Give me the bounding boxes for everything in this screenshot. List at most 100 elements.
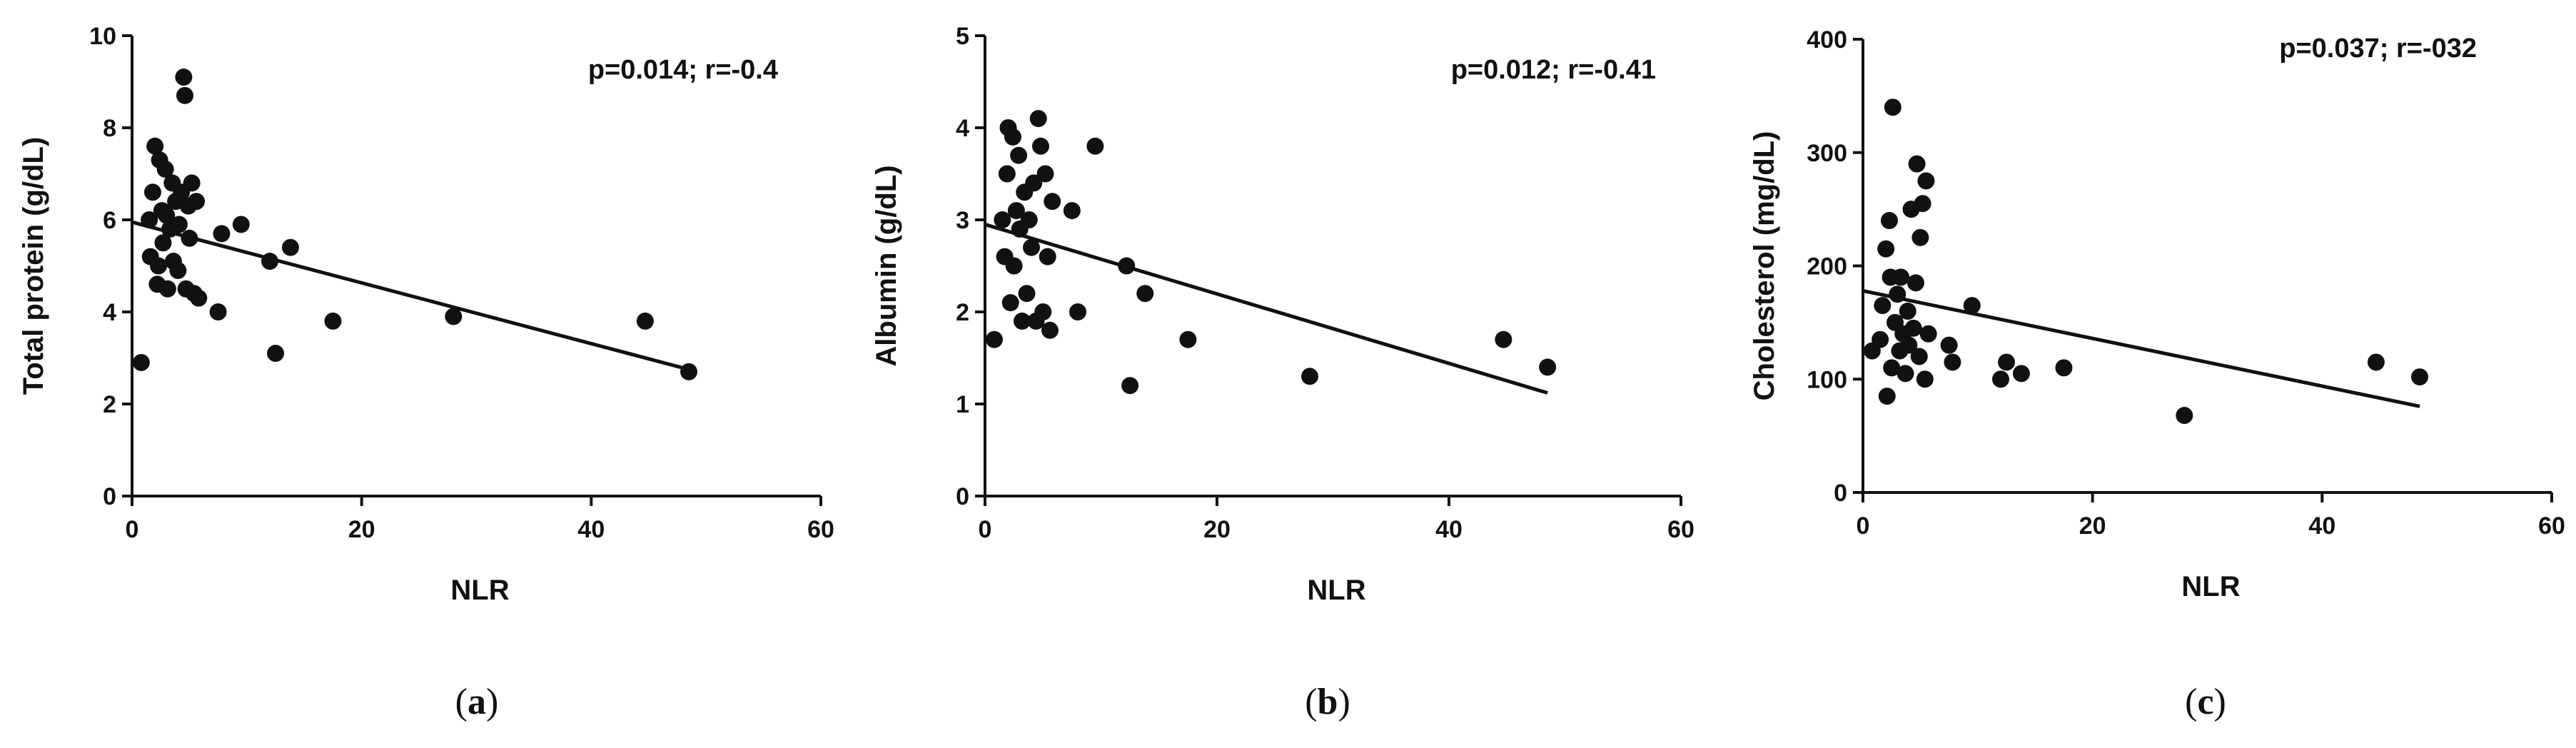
scatter-point [1917, 172, 1935, 190]
scatter-point [158, 280, 176, 298]
scatter-point [1010, 146, 1028, 164]
y-tick-label: 5 [956, 23, 969, 50]
scatter-point [1029, 110, 1047, 128]
scatter-point [209, 303, 227, 320]
scatter-point [1877, 240, 1895, 258]
caption-letter: a [468, 682, 486, 722]
scatter-point [1044, 193, 1061, 211]
scatter-point [143, 183, 161, 201]
y-tick-label: 0 [103, 483, 116, 510]
scatter-point [141, 211, 158, 228]
x-tick-label: 20 [2079, 512, 2106, 540]
scatter-point [1018, 285, 1036, 303]
scatter-point [261, 253, 278, 271]
scatter-point [1900, 336, 1918, 354]
scatter-point [1014, 312, 1031, 330]
y-tick-label: 100 [1807, 366, 1847, 393]
y-tick-label: 2 [956, 299, 969, 326]
scatter-point [680, 363, 698, 380]
stats-annotation: p=0.037; r=-032 [2279, 34, 2477, 64]
y-tick-label: 0 [956, 483, 969, 510]
scatter-point [1032, 137, 1049, 155]
scatter-point [998, 165, 1016, 183]
x-tick-label: 40 [2308, 512, 2335, 540]
scatter-point [169, 261, 187, 279]
y-tick-label: 0 [1834, 480, 1847, 507]
scatter-point [1892, 268, 1910, 286]
scatter-point [1086, 137, 1104, 155]
plot-area: 0 2 4 6 8 10 0 20 40 60 [89, 23, 834, 543]
scatter-point [1878, 388, 1896, 405]
scatter-point [146, 137, 164, 155]
scatter-point [1004, 128, 1021, 146]
scatter-point [1906, 274, 1924, 292]
scatter-point [1063, 202, 1081, 220]
scatter-point [232, 216, 250, 233]
x-tick-label: 0 [1857, 512, 1870, 540]
scatter-point [2176, 407, 2193, 425]
panel-caption: (b) [1305, 682, 1350, 722]
scatter-point [1041, 321, 1059, 339]
scatter-point [188, 193, 206, 211]
scatter-point [2012, 365, 2030, 383]
scatter-point [190, 289, 208, 307]
x-tick-label: 40 [577, 516, 605, 543]
scatter-point [156, 161, 174, 178]
scatter-point [986, 330, 1003, 348]
scatter-point [1914, 195, 1931, 213]
plot-area: 0 1 2 3 4 5 0 20 40 60 [956, 23, 1694, 543]
y-tick-label: 10 [89, 23, 116, 50]
scatter-point [1034, 303, 1052, 320]
y-tick-label: 2 [103, 391, 116, 418]
scatter-point [1036, 165, 1054, 183]
scatter-point [1136, 285, 1154, 303]
scatter-point [2055, 359, 2073, 377]
stats-annotation: p=0.012; r=-0.41 [1451, 55, 1656, 85]
scatter-point [636, 312, 654, 330]
x-tick-label: 0 [979, 516, 992, 543]
y-tick-label: 400 [1807, 26, 1847, 54]
scatter-point [1992, 370, 2009, 388]
scatter-point [1880, 212, 1898, 229]
scatter-point [267, 345, 285, 363]
y-tick-label: 200 [1807, 253, 1847, 280]
scatter-point [1944, 353, 1961, 371]
scatter-point [324, 312, 342, 330]
scatter-point [1916, 370, 1934, 388]
scatter-point [1940, 336, 1958, 354]
scatter-point [1039, 248, 1056, 266]
scatter-point [1998, 353, 2016, 371]
scatter-point [1910, 348, 1928, 365]
panel-caption: (c) [2185, 682, 2226, 722]
scatter-point [994, 211, 1011, 228]
y-axis-title: Cholesterol (mg/dL) [1749, 131, 1780, 401]
x-tick-label: 40 [1435, 516, 1463, 543]
x-tick-label: 20 [1203, 516, 1231, 543]
x-axis-title: NLR [1307, 575, 1365, 606]
scatter-point [132, 353, 150, 371]
regression-line [1862, 288, 2420, 408]
caption-letter: b [1318, 682, 1338, 722]
scatter-point [1069, 303, 1086, 320]
x-tick-label: 60 [807, 516, 834, 543]
regression-line [984, 223, 1548, 395]
scatter-point [1874, 297, 1891, 315]
scatter-point [1001, 294, 1019, 312]
scatter-point [158, 206, 176, 224]
scatter-point [1539, 358, 1557, 376]
scatter-point [149, 257, 167, 275]
scatter-point [1301, 368, 1318, 385]
scatter-point [170, 216, 188, 233]
scatter-point [1020, 211, 1038, 228]
scatter-point [1005, 257, 1023, 275]
x-axis-title: NLR [2181, 571, 2240, 602]
scatter-point [1883, 359, 1901, 377]
panel-c: 0 100 200 300 400 0 20 40 60 Cholesterol (mg/dL)… [1749, 26, 2565, 722]
scatter-point [1889, 285, 1906, 303]
y-tick-label: 4 [103, 299, 116, 326]
scatter-point [281, 238, 299, 256]
panel-caption: (a) [455, 682, 499, 722]
stats-annotation: p=0.014; r=-0.4 [588, 55, 778, 85]
panel-b: 0 1 2 3 4 5 0 20 40 60 Albumin (g/dL) NLR p=0.012… [871, 23, 1694, 722]
